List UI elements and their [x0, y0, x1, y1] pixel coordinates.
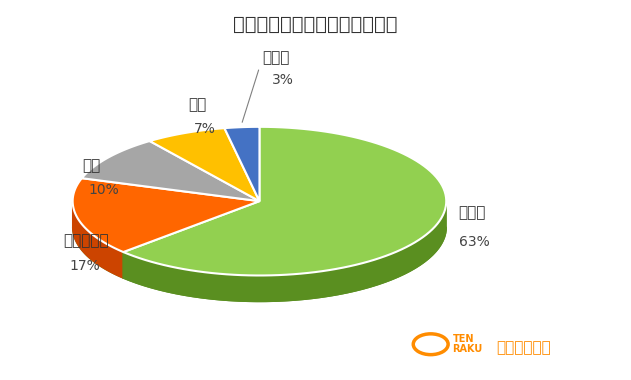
- Text: 会社員: 会社員: [459, 205, 486, 220]
- Polygon shape: [73, 227, 446, 301]
- Text: 10%: 10%: [88, 183, 119, 197]
- Text: 主婦: 主婦: [188, 97, 206, 112]
- Text: TEN
RAKU: TEN RAKU: [452, 334, 483, 353]
- Polygon shape: [73, 202, 123, 278]
- Text: フリーター: フリーター: [63, 233, 109, 248]
- Text: キャッシングした時の職業は？: キャッシングした時の職業は？: [233, 15, 398, 34]
- Polygon shape: [73, 178, 259, 252]
- Polygon shape: [123, 204, 446, 301]
- Polygon shape: [82, 141, 259, 201]
- Text: 学生: 学生: [82, 158, 100, 173]
- Polygon shape: [123, 127, 446, 276]
- Text: 17%: 17%: [69, 259, 100, 273]
- Polygon shape: [123, 201, 259, 278]
- Polygon shape: [225, 127, 259, 201]
- Polygon shape: [123, 201, 259, 278]
- Text: 3%: 3%: [272, 73, 294, 87]
- Text: 自営業: 自営業: [262, 51, 290, 66]
- Text: キャッシング: キャッシング: [496, 340, 551, 355]
- Text: 7%: 7%: [194, 122, 216, 136]
- Text: 63%: 63%: [459, 235, 490, 249]
- Polygon shape: [150, 128, 259, 201]
